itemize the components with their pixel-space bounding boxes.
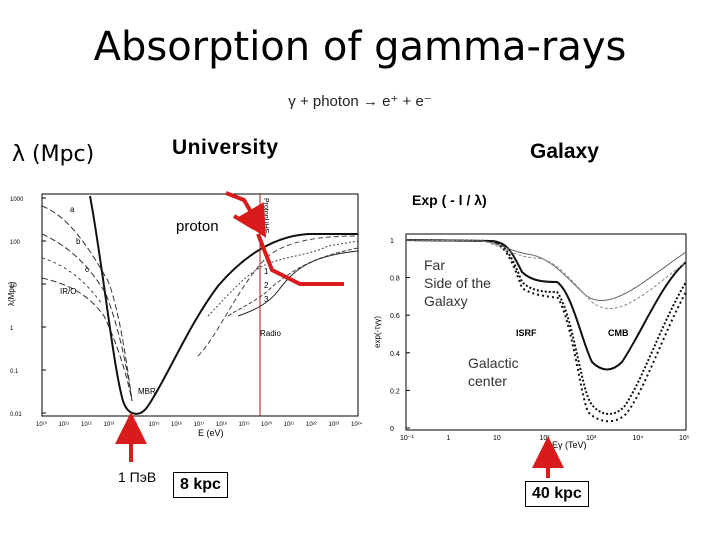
chart1-xtick: 10²² — [306, 422, 317, 428]
chart1-xtick: 10¹³ — [104, 422, 115, 428]
chart2-label-isrf: ISRF — [516, 328, 537, 338]
chart1-xlabel: E (eV) — [198, 428, 224, 438]
chart2-y-ticks: 1 0.8 0.6 0.4 0.2 0 — [390, 238, 410, 433]
chart1-xtick: 10²³ — [329, 422, 340, 428]
curve-iro — [41, 257, 103, 305]
curve-far-dotted — [405, 239, 687, 415]
chart1-ytick: 1000 — [10, 197, 24, 203]
chart1-ytick: 100 — [10, 240, 21, 246]
chart2-label-far-line1: Far — [424, 257, 445, 273]
chart1-xtick: 10¹⁰ — [36, 421, 48, 428]
chart1-xtick: 10¹¹ — [59, 422, 70, 428]
curve-c — [41, 277, 133, 402]
curve-b — [41, 233, 133, 402]
proton-arrow — [225, 191, 267, 238]
chart1-y-ticks: 1000 100 10 1 0.1 0.01 — [10, 197, 46, 418]
chart2-xtick: 10⁵ — [679, 435, 690, 442]
chart1-xtick: 10¹⁶ — [171, 421, 183, 428]
chart1-frame — [41, 193, 359, 417]
chart1-xtick: 10¹⁸ — [216, 421, 228, 428]
chart2-label-far-line2: Side of the — [424, 275, 491, 291]
chart1-label-mbr: MBR — [138, 387, 156, 396]
curve-far-solid — [405, 239, 687, 371]
chart1-xtick: 10¹² — [81, 422, 92, 428]
curve-mbr — [89, 195, 358, 415]
chart1-x-ticks: 10¹⁰ 10¹¹ 10¹² 10¹³ 10¹⁴ 10¹⁵ 10¹⁶ 10¹⁷ 10¹⁸ 10¹⁹… — [36, 421, 363, 428]
chart1-ytick: 10 — [10, 283, 17, 289]
chart2-frame — [405, 233, 687, 431]
chart1-label-2: 2 — [264, 281, 269, 290]
chart1-xtick: 10¹⁹ — [239, 421, 251, 428]
chart1-ytick: 0.1 — [10, 369, 19, 375]
distance-8kpc-box: 8 kpc — [173, 472, 228, 498]
chart2-label-far-line3: Galaxy — [424, 293, 468, 309]
universe-label: University — [172, 136, 279, 159]
distance-40kpc-box: 40 kpc — [525, 481, 589, 507]
mbr-path-arrow — [256, 233, 344, 286]
chart1-label-radio: Radio — [260, 329, 281, 338]
chart2-ytick: 0 — [390, 426, 394, 433]
chart2-xtick: 10³ — [586, 435, 597, 442]
chart1-label-1: 1 — [264, 267, 269, 276]
chart1-xtick: 10²⁰ — [261, 421, 273, 428]
chart2-ylabel: exp(-τγγ) — [373, 316, 382, 348]
slide-title: Absorption of gamma-rays — [93, 24, 627, 70]
chart1-xtick: 10²⁴ — [351, 421, 363, 428]
exp-formula-label: Exp ( - l / λ) — [412, 192, 487, 208]
chart2-ytick: 1 — [390, 238, 394, 245]
proton-pointer — [232, 214, 256, 230]
curve-radio-solid — [237, 250, 359, 317]
curve-radio-2 — [207, 240, 359, 317]
chart2-label-center-line1: Galactic — [468, 355, 519, 371]
chart1-label-iro: IR/O — [60, 287, 76, 296]
pev-label: 1 ПэВ — [118, 469, 157, 485]
chart2-ytick: 0.6 — [390, 313, 400, 320]
chart1-label-b: b — [76, 237, 81, 246]
chart1-ytick: 1 — [10, 326, 14, 332]
lambda-axis-label: λ (Mpc) — [12, 142, 95, 167]
proton-label: proton — [176, 218, 219, 235]
chart1-xtick: 10¹⁵ — [149, 421, 161, 428]
chart1-label-3: 3 — [264, 295, 269, 304]
reaction-equation: γ + photon → e⁺ + e⁻ — [288, 93, 432, 110]
galaxy-label: Galaxy — [530, 140, 599, 163]
chart1-label-a: a — [70, 205, 75, 214]
chart2-ytick: 0.2 — [390, 388, 400, 395]
chart2-label-cmb: CMB — [608, 328, 629, 338]
chart2-xlabel: Eγ (TeV) — [552, 440, 587, 450]
curve-a — [41, 205, 133, 402]
chart2-xtick: 10 — [493, 435, 501, 442]
chart1-label-c: c — [85, 265, 89, 274]
chart2-ytick: 0.4 — [390, 351, 400, 358]
chart2-xtick: 10⁻¹ — [400, 435, 414, 442]
chart2-xtick: 1 — [447, 435, 451, 442]
curve-center-dotted — [405, 239, 687, 423]
chart1-ytick: 0.01 — [10, 412, 22, 418]
chart1-xtick: 10²¹ — [284, 422, 295, 428]
curve-thin-1 — [405, 239, 687, 302]
survival-probability-chart: 10.80.60.40.20 10⁻¹ 1 10 10² 10³ 10⁴ 10⁵ Far S… — [373, 233, 690, 450]
chart1-xtick: 10¹⁷ — [194, 421, 205, 428]
curve-radio-3 — [227, 247, 359, 317]
chart2-xtick: 10⁴ — [633, 435, 644, 442]
chart2-label-center-line2: center — [468, 373, 507, 389]
chart1-ylabel: λ(Mpc) — [8, 281, 16, 306]
chart2-ytick: 0.8 — [390, 276, 400, 283]
